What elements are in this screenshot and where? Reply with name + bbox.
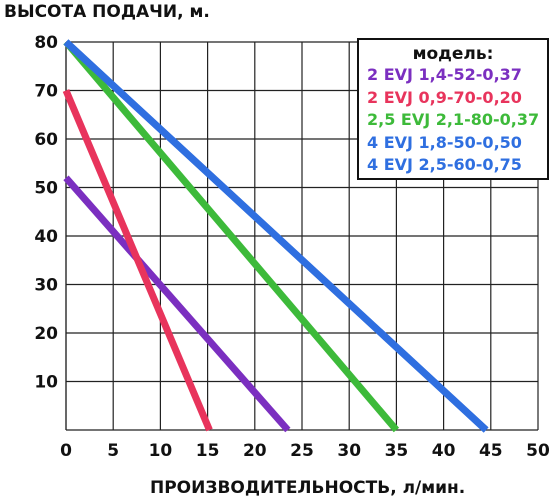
- y-axis-label: ВЫСОТА ПОДАЧИ, м.: [4, 2, 210, 22]
- x-tick-label: 35: [385, 441, 409, 461]
- series-line-1: [63, 175, 291, 433]
- y-tick-label: 40: [34, 227, 58, 247]
- x-tick-label: 5: [107, 441, 119, 461]
- y-tick-label: 80: [34, 33, 58, 53]
- x-tick-label: 10: [149, 441, 173, 461]
- y-tick-label: 70: [34, 82, 58, 102]
- series-line-5: [63, 39, 489, 433]
- series-line-3: [63, 39, 400, 433]
- x-tick-label: 50: [526, 441, 550, 461]
- y-tick-label: 20: [34, 324, 58, 344]
- legend-item: 2,5 EVJ 2,1-80-0,37: [367, 110, 540, 129]
- legend-title: модель:: [412, 44, 494, 64]
- x-tick-label: 0: [60, 441, 72, 461]
- y-tick-label: 30: [34, 276, 58, 296]
- legend-item: 4 EVJ 2,5-60-0,75: [367, 155, 522, 174]
- x-tick-label: 30: [337, 441, 361, 461]
- legend-item: 4 EVJ 1,8-50-0,50: [367, 132, 522, 152]
- x-tick-label: 40: [432, 441, 456, 461]
- series-line-2: [62, 89, 213, 432]
- x-axis-label: ПРОИЗВОДИТЕЛЬНОСТЬ, л/мин.: [150, 478, 466, 498]
- x-tick-label: 20: [243, 441, 267, 461]
- y-tick-label: 60: [34, 130, 58, 150]
- x-tick-label: 45: [479, 441, 503, 461]
- x-tick-label: 15: [196, 441, 220, 461]
- legend-item: 2 EVJ 0,9-70-0,20: [367, 87, 522, 107]
- legend-item: 2 EVJ 1,4-52-0,37: [367, 65, 522, 84]
- legend: модель: 2 EVJ 1,4-52-0,37 2 EVJ 0,9-70-0…: [357, 38, 549, 180]
- x-tick-label: 25: [290, 441, 314, 461]
- y-tick-label: 50: [34, 179, 58, 199]
- y-tick-label: 10: [34, 373, 58, 393]
